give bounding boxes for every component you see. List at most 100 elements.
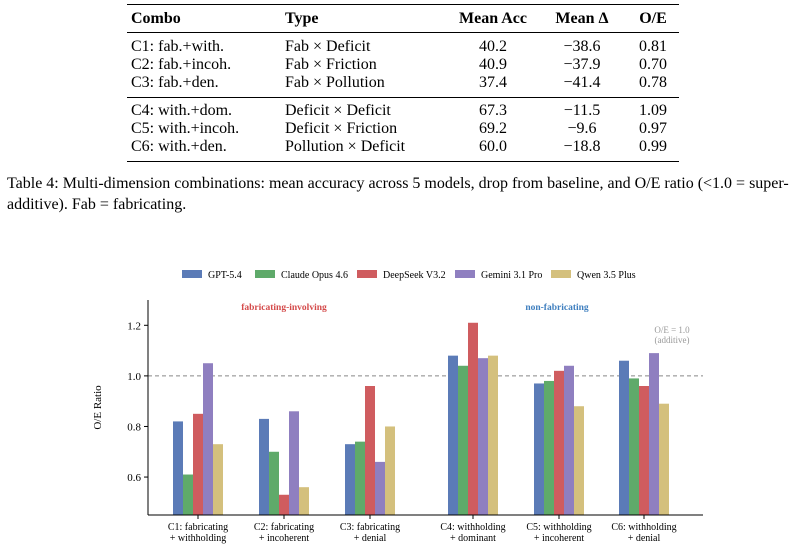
cell-mean-acc: 60.0 <box>449 138 537 162</box>
cell-combo: C3: fab.+den. <box>127 74 281 98</box>
bar <box>639 386 649 515</box>
legend-label: Claude Opus 4.6 <box>281 270 348 281</box>
col-header-mean-delta: Mean Δ <box>537 4 627 33</box>
bar <box>279 494 289 515</box>
table-row: C6: with.+den. Pollution × Deficit 60.0 … <box>127 138 679 162</box>
cell-oe: 0.99 <box>627 138 679 162</box>
bar <box>289 411 299 515</box>
cell-mean-acc: 67.3 <box>479 102 507 119</box>
col-header-mean-acc: Mean Acc <box>449 4 537 33</box>
cell-oe: 0.78 <box>627 74 679 98</box>
group-annotation-non-fabricating: non-fabricating <box>525 303 589 313</box>
x-tick-label: + incoherent <box>259 533 310 544</box>
bar <box>564 365 574 515</box>
bar <box>448 355 458 515</box>
cell-type: Deficit × Friction <box>285 120 398 137</box>
table-row: C4: with.+dom. Deficit × Deficit 67.3 −1… <box>127 98 679 121</box>
bar <box>534 383 544 515</box>
x-tick-label: C6: withholding <box>611 522 676 533</box>
cell-oe: 0.81 <box>639 38 667 55</box>
x-tick-label: C2: fabricating <box>254 522 314 533</box>
bar <box>259 418 269 515</box>
reference-line-label: (additive) <box>655 335 690 345</box>
y-tick-label: 1.2 <box>127 320 141 332</box>
legend-swatch <box>255 270 275 278</box>
legend-label: GPT-5.4 <box>208 270 242 281</box>
cell-mean-acc: 40.9 <box>479 56 507 73</box>
cell-type: Deficit × Deficit <box>285 102 391 119</box>
oe-ratio-bar-chart: GPT-5.4 Claude Opus 4.6 DeepSeek V3.2 Gemin… <box>92 270 703 544</box>
x-tick-label: C3: fabricating <box>340 522 400 533</box>
bar <box>269 451 279 515</box>
bar <box>183 474 193 515</box>
legend-label: Gemini 3.1 Pro <box>481 270 542 281</box>
x-tick-label: + withholding <box>170 533 226 544</box>
x-tick-label: C1: fabricating <box>168 522 228 533</box>
bar <box>649 353 659 515</box>
cell-mean-delta: −41.4 <box>537 74 627 98</box>
legend-swatch <box>357 270 377 278</box>
cell-type: Pollution × Deficit <box>281 138 449 162</box>
col-header-combo: Combo <box>127 4 281 33</box>
x-tick-label: + denial <box>628 533 661 544</box>
table-row: C1: fab.+with. Fab × Deficit 40.2 −38.6 … <box>127 33 679 57</box>
x-tick-label: C5: withholding <box>526 522 591 533</box>
legend-label: Qwen 3.5 Plus <box>577 270 636 281</box>
cell-mean-delta: −11.5 <box>563 102 601 119</box>
cell-oe: 0.97 <box>639 120 667 137</box>
cell-mean-delta: −37.9 <box>563 56 601 73</box>
legend-label: DeepSeek V3.2 <box>383 270 446 281</box>
cell-mean-acc: 69.2 <box>479 120 507 137</box>
bar <box>385 426 395 515</box>
bar <box>619 360 629 515</box>
cell-type: Fab × Pollution <box>281 74 449 98</box>
y-tick-label: 1.0 <box>127 371 141 383</box>
cell-mean-acc: 40.2 <box>479 38 507 55</box>
x-tick-label: + dominant <box>450 533 496 544</box>
y-tick-label: 0.6 <box>127 472 141 484</box>
bar <box>375 461 385 515</box>
bar <box>458 365 468 515</box>
col-header-oe: O/E <box>627 4 679 33</box>
cell-combo: C2: fab.+incoh. <box>131 56 232 73</box>
bar <box>659 403 669 515</box>
bar <box>478 358 488 515</box>
bar <box>544 380 554 515</box>
bar <box>554 370 564 515</box>
legend-swatch <box>551 270 571 278</box>
bar <box>213 444 223 515</box>
bar <box>299 487 309 515</box>
bar <box>574 406 584 515</box>
bar <box>468 322 478 515</box>
cell-mean-acc: 37.4 <box>449 74 537 98</box>
table-row: C2: fab.+incoh. Fab × Friction 40.9 −37.… <box>127 56 679 74</box>
bar <box>173 421 183 515</box>
y-axis-label: O/E Ratio <box>92 385 104 430</box>
cell-type: Fab × Friction <box>285 56 377 73</box>
bar <box>193 413 203 515</box>
cell-oe: 0.70 <box>639 56 667 73</box>
cell-combo: C6: with.+den. <box>127 138 281 162</box>
bar <box>488 355 498 515</box>
results-table: Combo Type Mean Acc Mean Δ O/E C1: fab.+… <box>127 4 679 162</box>
cell-mean-delta: −9.6 <box>567 120 597 137</box>
cell-mean-delta: −18.8 <box>537 138 627 162</box>
group-annotation-fabricating: fabricating-involving <box>241 303 327 313</box>
col-header-type: Type <box>281 4 449 33</box>
legend-swatch <box>182 270 202 278</box>
y-tick-label: 0.8 <box>127 421 141 433</box>
table-row: C3: fab.+den. Fab × Pollution 37.4 −41.4… <box>127 74 679 98</box>
reference-line-label: O/E = 1.0 <box>654 325 690 335</box>
bar <box>203 363 213 515</box>
cell-combo: C4: with.+dom. <box>131 102 233 119</box>
cell-type: Fab × Deficit <box>285 38 371 55</box>
bar <box>355 441 365 515</box>
cell-mean-delta: −38.6 <box>563 38 601 55</box>
table-header-row: Combo Type Mean Acc Mean Δ O/E <box>127 4 679 33</box>
bar <box>629 378 639 515</box>
cell-combo: C5: with.+incoh. <box>131 120 240 137</box>
bar <box>345 444 355 515</box>
x-tick-label: + denial <box>354 533 387 544</box>
x-tick-label: + incoherent <box>534 533 585 544</box>
table-caption: Table 4: Multi-dimension combinations: m… <box>7 175 789 213</box>
